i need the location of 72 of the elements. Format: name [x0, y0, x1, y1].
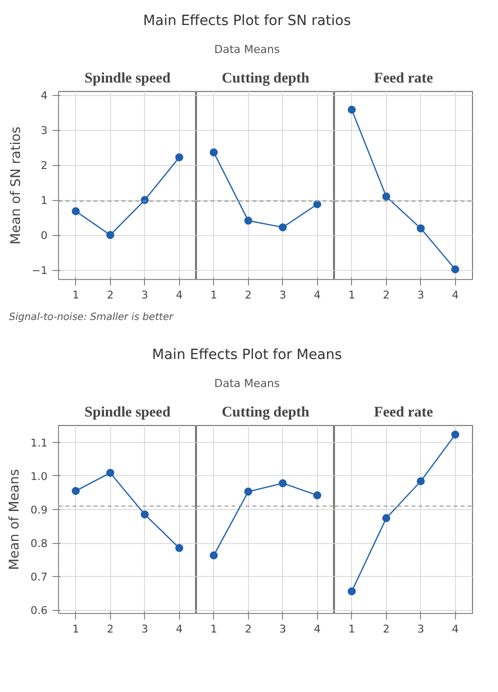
- point: [106, 231, 114, 240]
- x-tick-label: 3: [417, 288, 424, 302]
- point: [72, 487, 80, 496]
- chart-subtitle: Data Means: [213, 376, 281, 392]
- x-tick-label: 2: [244, 622, 252, 636]
- y-tick-label: 4: [40, 89, 48, 102]
- x-tick-label: 2: [106, 622, 114, 636]
- x-tick-label: 3: [279, 622, 286, 636]
- y-tick-label: 0: [40, 229, 48, 242]
- x-tick-label: 4: [176, 622, 183, 636]
- x-tick-label: 2: [106, 288, 114, 302]
- point: [313, 492, 322, 500]
- x-tick-label: 1: [72, 288, 80, 302]
- x-tick-label: 3: [279, 288, 286, 302]
- x-axis-title: Cutting depth: [222, 70, 310, 87]
- y-tick-label: 1.0: [30, 470, 48, 484]
- x-axis-title: Spindle speed: [84, 404, 170, 421]
- x-axis-title: Spindle speed: [84, 70, 170, 87]
- point: [210, 148, 218, 157]
- x-tick-label: 1: [210, 622, 218, 636]
- x-axis-title: Feed rate: [374, 404, 434, 421]
- x-tick-label: 1: [72, 622, 80, 636]
- x-tick-label: 3: [141, 288, 148, 302]
- point: [278, 223, 287, 232]
- x-axis-title: Feed rate: [374, 70, 434, 87]
- point: [382, 514, 390, 522]
- y-tick-label: 0.8: [30, 537, 48, 550]
- y-tick-label: 0.9: [30, 504, 48, 517]
- point: [451, 265, 460, 274]
- x-tick-label: 4: [176, 288, 183, 302]
- x-tick-label: 3: [417, 622, 424, 636]
- x-tick-label: 4: [314, 622, 321, 636]
- chart-title: Main Effects Plot for SN ratios: [142, 12, 352, 31]
- y-axis-title: Mean of SN ratios: [8, 126, 24, 245]
- point: [244, 488, 252, 496]
- x-tick-label: 4: [314, 288, 321, 302]
- x-tick-label: 2: [244, 288, 252, 302]
- x-tick-label: 2: [382, 622, 390, 636]
- point: [175, 153, 184, 162]
- y-tick-label: 0.6: [30, 604, 48, 618]
- y-tick-label: 3: [40, 124, 48, 138]
- point: [451, 430, 460, 439]
- y-tick-label: 0.7: [30, 570, 48, 584]
- y-tick-label: 1: [40, 194, 48, 208]
- chart-title: Main Effects Plot for Means: [151, 346, 343, 366]
- x-tick-label: 4: [452, 288, 459, 302]
- point: [416, 478, 425, 486]
- x-tick-label: 4: [452, 622, 459, 636]
- point: [278, 480, 287, 488]
- y-tick-label: 1.1: [30, 436, 48, 450]
- point: [244, 216, 252, 225]
- point: [348, 106, 356, 114]
- chart-subtitle: Data Means: [213, 42, 281, 58]
- point: [106, 469, 114, 478]
- text: Signal-to-noise: Smaller is better: [9, 311, 174, 326]
- point: [175, 544, 184, 552]
- x-tick-label: 1: [348, 288, 356, 302]
- point: [416, 224, 425, 233]
- x-axis-title: Cutting depth: [222, 404, 310, 421]
- point: [313, 200, 322, 208]
- x-tick-label: 3: [141, 622, 148, 636]
- y-tick-label: 2: [40, 159, 48, 172]
- point: [348, 588, 356, 596]
- x-tick-label: 1: [210, 288, 218, 302]
- point: [140, 510, 149, 519]
- point: [210, 552, 218, 560]
- y-axis-title: Mean of Means: [8, 469, 23, 570]
- point: [72, 207, 80, 216]
- y-tick-label: −1: [32, 264, 48, 278]
- x-tick-label: 1: [348, 622, 356, 636]
- point: [382, 192, 390, 201]
- x-tick-label: 2: [382, 288, 390, 302]
